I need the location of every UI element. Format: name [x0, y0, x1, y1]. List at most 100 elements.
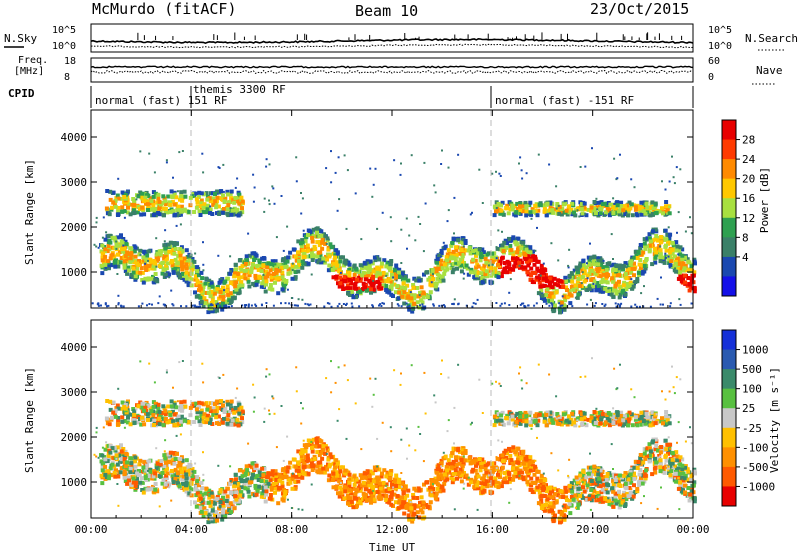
velocity-cell — [239, 490, 244, 495]
power-cell — [221, 297, 226, 302]
power-cell — [582, 271, 586, 276]
nave-label: Nave — [756, 64, 783, 77]
power-cell — [239, 275, 244, 280]
power-cell — [355, 277, 359, 282]
power-cell — [117, 250, 122, 254]
power-cell — [336, 281, 340, 286]
power-noise-cell — [252, 200, 255, 203]
power-cell — [581, 264, 586, 268]
power-cell — [437, 276, 442, 281]
power-cell — [598, 274, 603, 279]
power-cell — [126, 265, 131, 270]
power-cell — [215, 195, 220, 200]
power-cell — [627, 200, 632, 205]
power-cell — [323, 241, 328, 246]
power-cell — [483, 271, 488, 276]
power-cell — [99, 263, 104, 268]
velocity-cell — [576, 493, 580, 498]
power-cell — [115, 212, 120, 217]
velocity-cell — [332, 467, 337, 472]
velocity-cell — [507, 479, 512, 484]
power-cell — [118, 234, 123, 239]
power-cell — [199, 191, 204, 196]
power-cell — [513, 261, 518, 265]
power-cell — [141, 280, 146, 285]
power-near-cell — [272, 304, 275, 307]
power-cell — [530, 207, 535, 212]
velocity-cell — [596, 466, 601, 471]
power-near-cell — [405, 302, 408, 305]
power-cell — [573, 213, 578, 218]
power-cell — [206, 290, 211, 295]
power-cell — [237, 192, 242, 197]
power-cell — [120, 205, 125, 210]
power-cell — [316, 260, 321, 265]
power-cell — [149, 201, 154, 206]
power-cell — [166, 261, 170, 266]
power-cell — [330, 268, 335, 272]
velocity-cell — [654, 462, 659, 467]
power-cell — [239, 195, 244, 200]
velocity-cell — [461, 451, 465, 456]
velocity-cell — [674, 450, 679, 455]
power-cell — [623, 292, 628, 297]
power-cell — [563, 279, 568, 284]
velocity-cell — [365, 469, 370, 474]
power-cell — [324, 254, 328, 259]
power-cell — [600, 202, 605, 207]
power-cell — [507, 236, 511, 241]
velocity-cell — [105, 459, 110, 464]
power-noise-cell — [95, 245, 98, 248]
power-cell — [211, 202, 216, 207]
power-cell — [151, 203, 156, 208]
power-noise-cell — [247, 232, 250, 235]
power-noise-cell — [534, 249, 537, 252]
power-cell — [322, 260, 327, 265]
power-near-cell — [172, 304, 175, 307]
power-cell — [520, 209, 525, 214]
power-noise-cell — [374, 167, 377, 170]
power-noise-cell — [595, 197, 598, 200]
power-cell — [311, 227, 316, 232]
power-cell — [319, 229, 324, 234]
velocity-cell — [596, 468, 601, 473]
power-cell — [617, 273, 622, 277]
power-cell — [129, 246, 134, 251]
power-cell — [439, 263, 444, 268]
power-cell — [369, 276, 374, 281]
power-cell — [629, 270, 634, 275]
power-cell — [615, 200, 620, 205]
power-cell — [343, 258, 348, 263]
power-cell — [198, 286, 203, 291]
power-near-cell — [247, 305, 250, 308]
power-noise-cell — [155, 237, 158, 240]
velocity-cell — [162, 466, 167, 471]
power-cell — [385, 279, 390, 284]
velocity-cell — [259, 494, 264, 499]
power-cell — [235, 210, 240, 214]
power-noise-cell — [675, 166, 678, 169]
power-cell — [124, 257, 129, 261]
power-cell — [586, 261, 591, 266]
velocity-cell — [461, 448, 466, 453]
power-near-cell — [561, 304, 564, 307]
power-cell — [676, 276, 681, 281]
ytick-label: 1000 — [61, 266, 88, 279]
power-cell — [429, 283, 434, 288]
power-cell — [547, 208, 552, 213]
velocity-cell — [635, 489, 640, 494]
nsky-label: N.Sky — [4, 32, 37, 45]
power-near-cell — [523, 305, 526, 307]
power-cell — [347, 278, 352, 282]
power-near-cell — [508, 304, 511, 306]
power-noise-cell — [400, 228, 403, 231]
velocity-cell — [572, 478, 577, 483]
velocity-cell — [270, 469, 275, 474]
power-cell — [161, 268, 166, 272]
velocity-cell — [162, 464, 167, 469]
power-near-cell — [97, 304, 100, 307]
power-cell — [363, 277, 368, 282]
velocity-cell — [484, 470, 489, 475]
velocity-cell — [428, 500, 433, 505]
velocity-cell — [647, 442, 652, 447]
